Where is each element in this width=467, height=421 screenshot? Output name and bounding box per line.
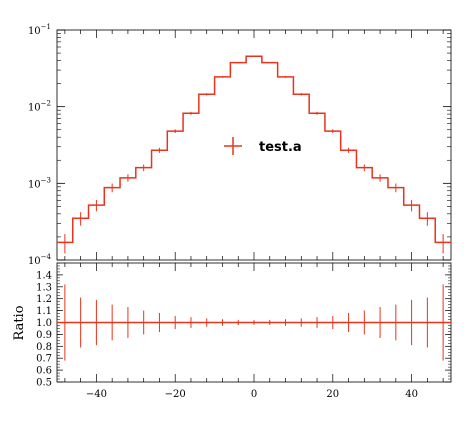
ratio-x-tick-label: 40 — [405, 389, 418, 400]
ratio-y-tick-label: 1.1 — [36, 306, 52, 317]
main-histogram — [57, 55, 451, 244]
main-histogram-step — [57, 55, 451, 244]
ratio-y-tick-label: 1.2 — [36, 294, 52, 305]
ratio-y-tick-label: 1.4 — [36, 270, 52, 281]
ratio-x-tick-label: 0 — [251, 389, 257, 400]
ratio-x-tick-label: 20 — [326, 389, 339, 400]
main-minor-ticks — [57, 33, 451, 238]
legend: test.a — [224, 137, 302, 155]
main-error-bars — [64, 55, 444, 254]
ratio-panel: 0.50.60.70.80.91.01.11.21.31.4 −40 −20 0 20… — [12, 262, 452, 400]
main-panel: 10−1 10−2 10−3 10−4 test.a — [28, 23, 452, 267]
ratio-y-ticks: 0.50.60.70.80.91.01.11.21.31.4 — [36, 262, 451, 389]
ratio-y-tick-label: 0.7 — [36, 354, 52, 365]
ratio-y-axis-label: Ratio — [12, 305, 27, 340]
ratio-y-tick-label: 1.3 — [36, 282, 52, 293]
legend-label: test.a — [259, 140, 302, 155]
ratio-y-tick-label: 0.9 — [36, 330, 52, 341]
ratio-y-tick-label: 0.5 — [36, 378, 52, 389]
ratio-y-tick-label: 0.6 — [36, 366, 52, 377]
ratio-x-tick-label: −40 — [86, 389, 107, 400]
main-y-tick-label: 10−3 — [28, 176, 51, 190]
ratio-y-tick-label: 1.0 — [36, 318, 52, 329]
main-y-ticks: 10−1 10−2 10−3 10−4 — [28, 23, 451, 267]
ratio-x-ticks: −40 −20 0 20 40 — [64, 263, 444, 400]
main-x-ticks — [64, 30, 444, 260]
main-y-tick-label: 10−4 — [28, 253, 52, 267]
main-plot-frame — [56, 29, 452, 261]
ratio-x-tick-label: −20 — [165, 389, 186, 400]
ratio-error-bars — [64, 284, 444, 361]
ratio-y-tick-label: 0.8 — [36, 342, 52, 353]
main-y-tick-label: 10−2 — [28, 100, 51, 114]
main-y-tick-label: 10−1 — [28, 23, 51, 37]
